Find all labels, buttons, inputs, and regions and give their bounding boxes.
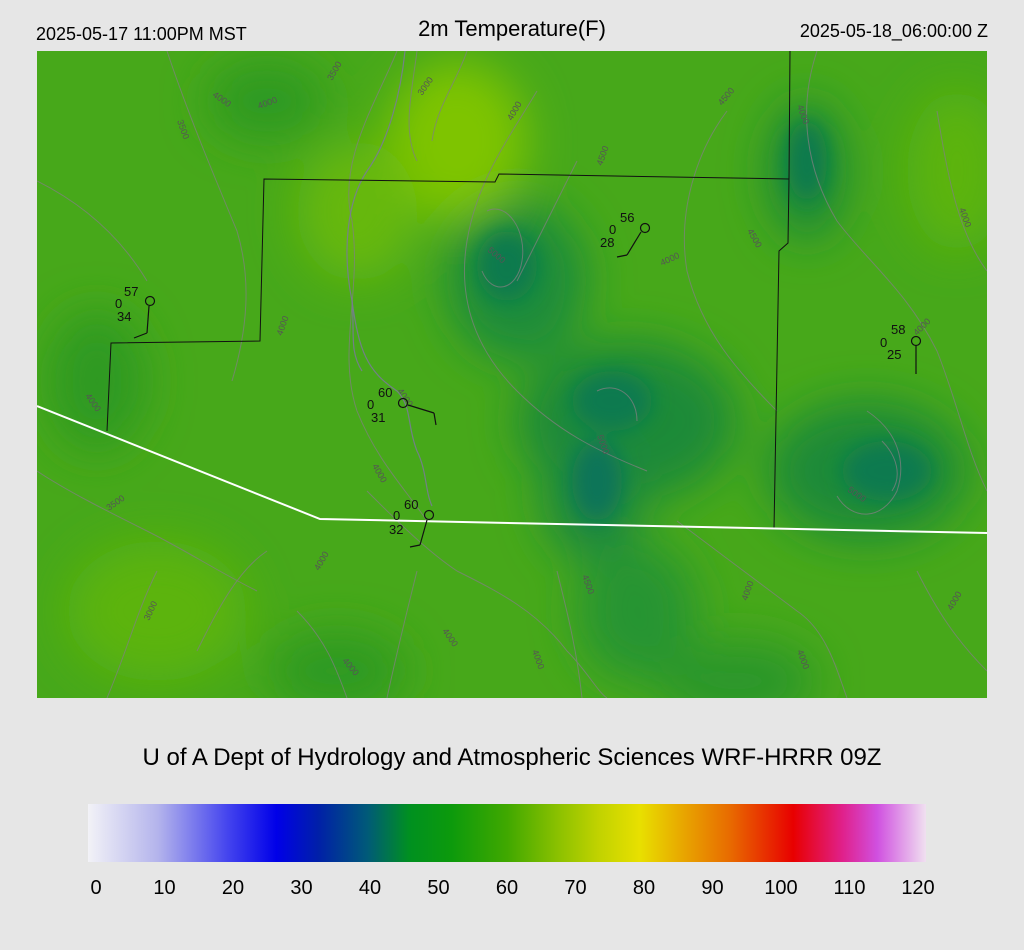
station-dewpoint: 25 — [887, 347, 901, 362]
colorbar-tick-label: 100 — [764, 877, 798, 899]
colorbar-tick-label: 120 — [901, 877, 935, 899]
station-plot: 57 0 34 — [115, 284, 156, 339]
station-cloud-cover: 0 — [609, 222, 616, 237]
temperature-field — [37, 51, 987, 698]
station-plot: 56 0 28 — [600, 210, 651, 258]
valid-time-utc: 2025-05-18_06:00:00 Z — [799, 21, 988, 41]
colorbar-tick-label: 90 — [701, 877, 724, 899]
station-dewpoint: 32 — [389, 522, 403, 537]
rivers — [346, 51, 433, 507]
colorbar-tick-labels: 0 10 20 30 40 50 60 70 80 90 100 110 120 — [0, 876, 1024, 902]
colorbar-tick-label: 0 — [90, 877, 102, 899]
station-cloud-cover: 0 — [393, 508, 400, 523]
station-dewpoint: 28 — [600, 235, 614, 250]
colorbar-tick-label: 50 — [427, 877, 450, 899]
colorbar-tick-label: 30 — [290, 877, 313, 899]
colorbar-tick-label: 20 — [221, 877, 245, 899]
station-plots: 57 0 34 56 0 28 58 0 25 60 — [115, 210, 922, 548]
temperature-map: 3500 3500 3000 4000 4000 4000 4500 4500 … — [37, 51, 987, 698]
station-plot: 60 0 32 — [389, 497, 435, 548]
station-dewpoint: 34 — [117, 309, 131, 324]
elevation-contours — [37, 51, 987, 698]
colorbar-tick-label: 110 — [833, 877, 866, 899]
page-title: 2m Temperature(F) — [418, 16, 606, 41]
valid-time-local: 2025-05-17 11:00PM MST — [36, 24, 247, 44]
temperature-colorbar — [88, 804, 926, 862]
station-plot: 60 0 31 — [367, 385, 437, 426]
colorbar-tick-label: 60 — [495, 877, 519, 899]
station-temperature: 60 — [404, 497, 418, 512]
model-credit: U of A Dept of Hydrology and Atmospheric… — [142, 744, 882, 771]
colorbar-tick-label: 10 — [153, 877, 176, 899]
colorbar-tick-label: 40 — [358, 877, 382, 899]
colorbar-tick-label: 70 — [564, 877, 587, 899]
station-temperature: 60 — [378, 385, 392, 400]
station-temperature: 58 — [891, 322, 905, 337]
station-temperature: 57 — [124, 284, 138, 299]
colorbar-tick-label: 80 — [632, 877, 656, 899]
station-cloud-cover: 0 — [115, 296, 122, 311]
station-temperature: 56 — [620, 210, 634, 225]
station-dewpoint: 31 — [371, 410, 385, 425]
state-boundary — [37, 405, 987, 534]
station-plot: 58 0 25 — [880, 322, 922, 374]
station-cloud-cover: 0 — [367, 397, 374, 412]
county-boundaries — [106, 51, 791, 530]
station-cloud-cover: 0 — [880, 335, 887, 350]
